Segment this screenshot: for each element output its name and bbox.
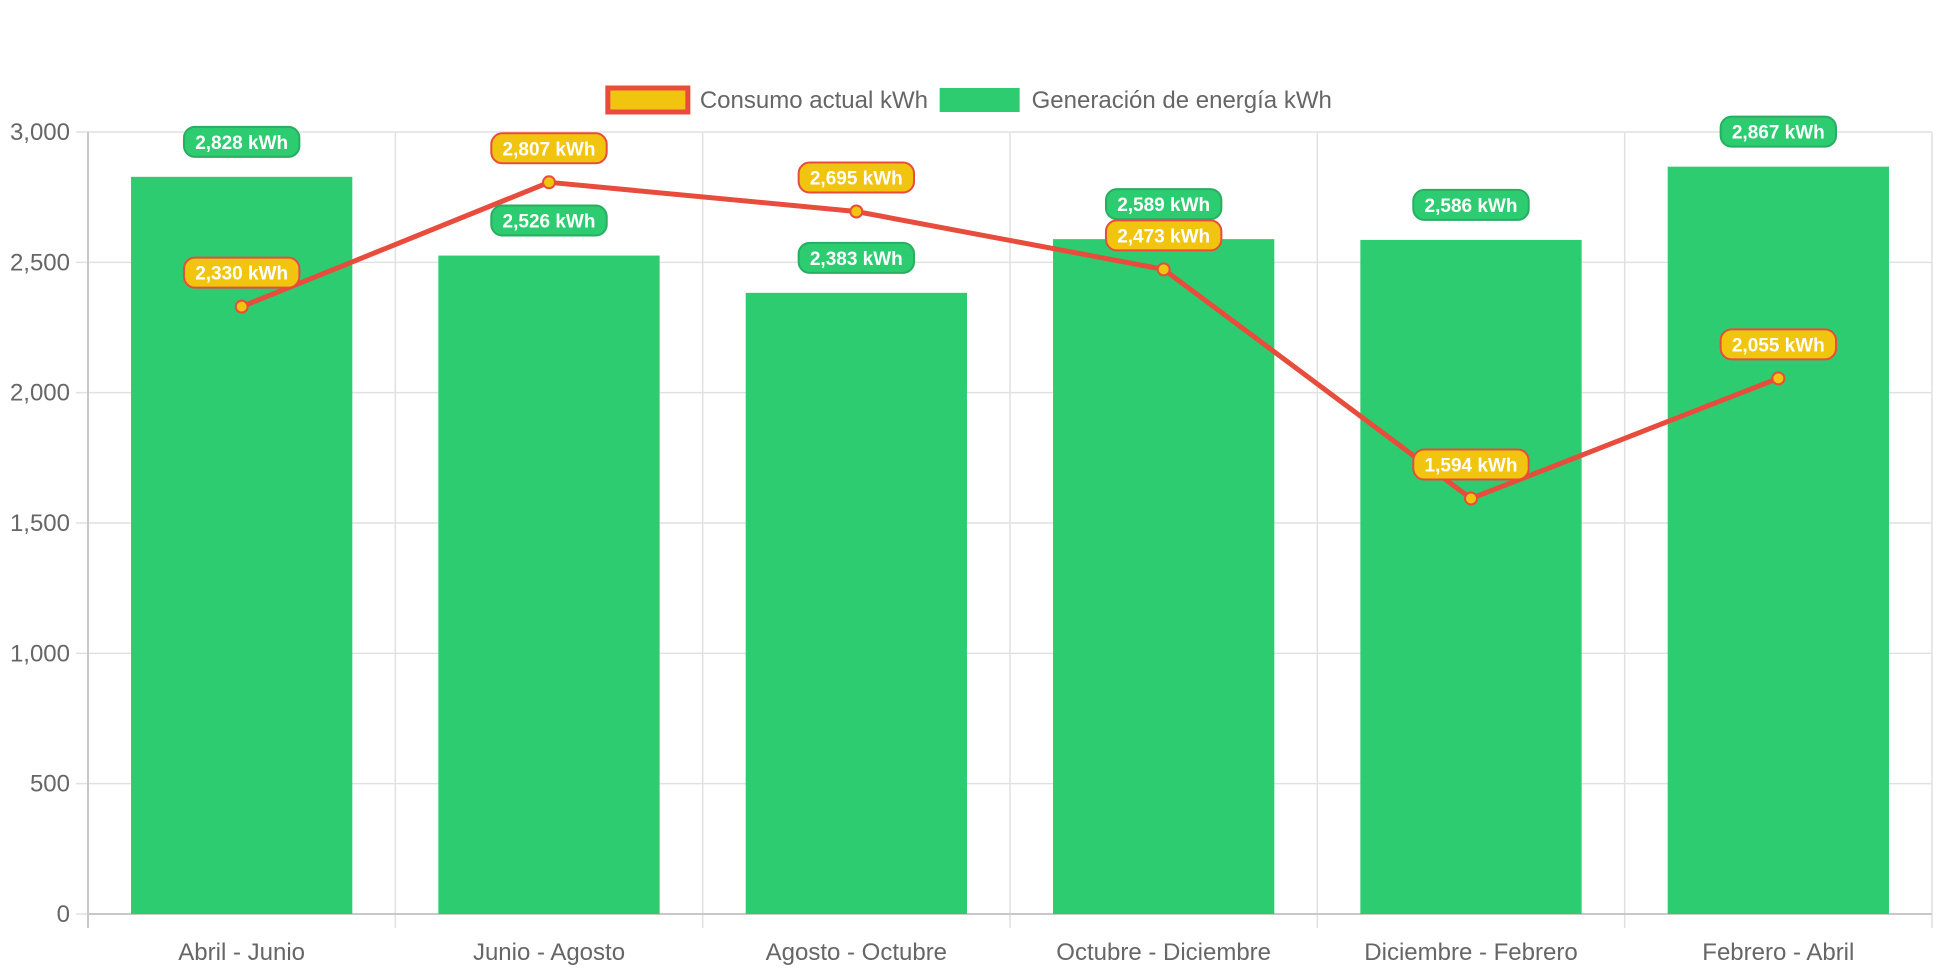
y-tick-label: 2,000 bbox=[10, 380, 70, 407]
bar-value-label: 2,589 kWh bbox=[1104, 188, 1223, 221]
data-label-bg bbox=[797, 241, 916, 274]
data-label-bg bbox=[1412, 188, 1530, 221]
data-label-bg bbox=[1104, 188, 1223, 221]
data-label-text: 2,828 kWh bbox=[195, 133, 288, 154]
data-label-bg bbox=[182, 256, 301, 289]
legend-label: Consumo actual kWh bbox=[700, 87, 928, 114]
line-value-label: 2,473 kWh bbox=[1104, 219, 1223, 252]
legend-item[interactable]: Generación de energía kWh bbox=[939, 87, 1332, 114]
line-point[interactable] bbox=[234, 299, 249, 314]
legend: Consumo actual kWh Generación de energía … bbox=[605, 85, 1332, 115]
data-label-bg bbox=[490, 132, 608, 165]
bar-value-label: 2,526 kWh bbox=[490, 204, 608, 237]
bar-value-label: 2,383 kWh bbox=[797, 241, 916, 274]
y-tick-label: 0 bbox=[57, 901, 70, 928]
legend-swatch bbox=[939, 88, 1020, 112]
bar-value-label: 2,586 kWh bbox=[1412, 188, 1530, 221]
x-tick-label: Diciembre - Febrero bbox=[1364, 939, 1577, 966]
data-label-text: 2,867 kWh bbox=[1732, 123, 1825, 144]
y-tick-label: 1,000 bbox=[10, 640, 70, 667]
data-label-text: 2,695 kWh bbox=[810, 169, 903, 190]
line-point[interactable] bbox=[542, 175, 556, 190]
y-tick-label: 2,500 bbox=[10, 249, 70, 276]
data-label-bg bbox=[182, 125, 301, 158]
data-label-text: 2,383 kWh bbox=[810, 249, 903, 270]
y-tick-label: 3,000 bbox=[10, 119, 70, 146]
bar[interactable] bbox=[1667, 166, 1889, 914]
line-value-label: 2,695 kWh bbox=[797, 161, 916, 194]
data-label-bg bbox=[1104, 219, 1223, 252]
data-label-bg bbox=[1719, 328, 1838, 361]
data-label-text: 2,055 kWh bbox=[1732, 335, 1825, 356]
x-tick-label: Junio - Agosto bbox=[473, 939, 625, 966]
line-point[interactable] bbox=[1156, 262, 1171, 277]
data-label-bg bbox=[490, 204, 608, 237]
bar[interactable] bbox=[1053, 239, 1275, 914]
data-label-bg bbox=[797, 161, 916, 194]
line-point[interactable] bbox=[849, 204, 864, 219]
bar-value-label: 2,828 kWh bbox=[182, 125, 301, 158]
grid bbox=[76, 131, 1933, 928]
bar-value-label: 2,867 kWh bbox=[1719, 115, 1838, 148]
bar[interactable] bbox=[438, 255, 660, 914]
x-tick-label: Agosto - Octubre bbox=[766, 939, 947, 966]
data-label-text: 2,526 kWh bbox=[503, 212, 596, 233]
y-tick-label: 500 bbox=[30, 771, 70, 798]
legend-item[interactable]: Consumo actual kWh bbox=[605, 85, 928, 115]
y-tick-label: 1,500 bbox=[10, 510, 70, 537]
bars-group bbox=[131, 166, 1889, 915]
data-label-text: 2,473 kWh bbox=[1117, 226, 1210, 247]
legend-swatch bbox=[605, 85, 691, 115]
bar[interactable] bbox=[1360, 239, 1582, 914]
bar[interactable] bbox=[745, 292, 967, 915]
data-label-text: 2,330 kWh bbox=[195, 264, 288, 285]
data-label-bg bbox=[1412, 448, 1530, 481]
data-label-bg bbox=[1719, 115, 1838, 148]
x-tick-label: Abril - Junio bbox=[178, 939, 305, 966]
x-tick-label: Octubre - Diciembre bbox=[1056, 939, 1271, 966]
data-label-text: 2,586 kWh bbox=[1425, 196, 1518, 217]
line-value-label: 2,807 kWh bbox=[490, 132, 608, 165]
line-value-label: 2,330 kWh bbox=[182, 256, 301, 289]
data-label-text: 2,589 kWh bbox=[1117, 195, 1210, 216]
line-value-label: 1,594 kWh bbox=[1412, 448, 1530, 481]
x-tick-label: Febrero - Abril bbox=[1702, 939, 1854, 966]
data-label-text: 1,594 kWh bbox=[1425, 455, 1518, 476]
line-value-label: 2,055 kWh bbox=[1719, 328, 1838, 361]
line-point[interactable] bbox=[1771, 371, 1786, 386]
line-point[interactable] bbox=[1464, 491, 1478, 506]
data-label-text: 2,807 kWh bbox=[503, 139, 596, 160]
legend-label: Generación de energía kWh bbox=[1032, 87, 1332, 114]
